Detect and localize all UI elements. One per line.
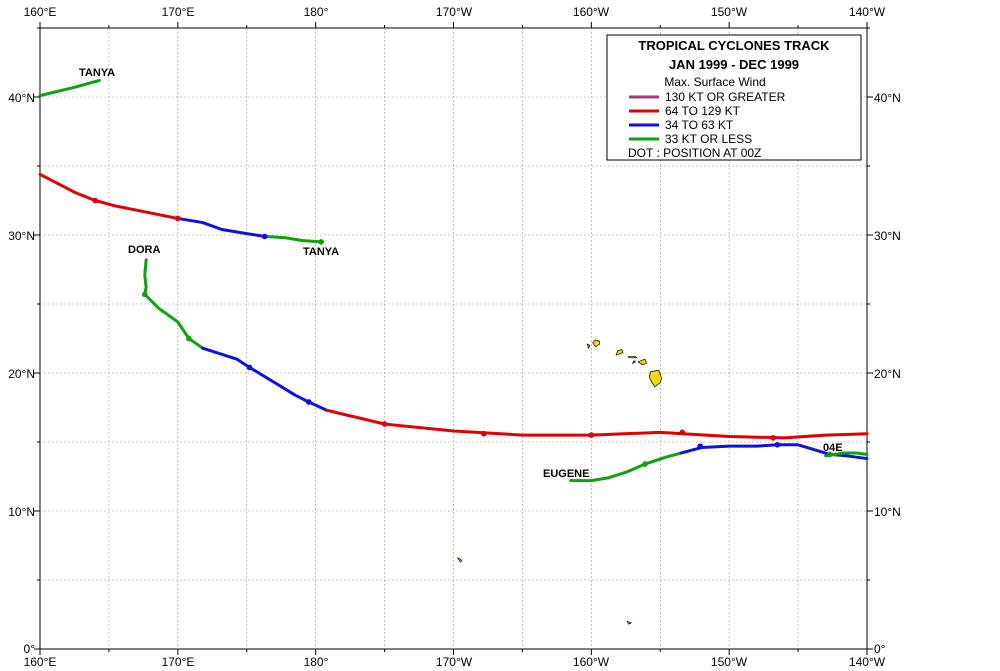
track-segment-tanya [263, 234, 323, 244]
track-dot-dora [305, 399, 312, 405]
track-dot-tanya [175, 215, 181, 222]
storm-label-dora: DORA [128, 244, 160, 256]
right-tick-label: 10°N [874, 505, 901, 519]
island-maui [637, 358, 647, 366]
track-segment-dora [325, 408, 869, 440]
top-tick-label: 180° [304, 5, 329, 19]
top-tick-label: 170°E [162, 5, 195, 19]
bottom-tick-label: 160°W [573, 655, 610, 669]
top-tick-label: 160°W [573, 5, 610, 19]
track-dot-dora [770, 435, 777, 441]
track-dot-tanya [261, 233, 268, 240]
islands-layer [456, 339, 662, 625]
island-kauai [592, 339, 600, 348]
track-segment-04e [824, 451, 869, 458]
track-dot-dora [679, 429, 686, 436]
legend-title-line2: JAN 1999 - DEC 1999 [669, 57, 799, 72]
left-tick-label: 0° [24, 642, 36, 656]
top-tick-label: 170°W [436, 5, 473, 19]
top-tick-label: 140°W [849, 5, 886, 19]
bottom-tick-label: 170°E [162, 655, 195, 669]
track-segment-dora [143, 258, 205, 350]
grid-lines [40, 28, 867, 649]
island-lanai [631, 359, 637, 365]
bottom-tick-label: 140°W [849, 655, 886, 669]
legend-subtitle: Max. Surface Wind [664, 75, 765, 89]
left-tick-label: 10°N [8, 505, 35, 519]
left-tick-label: 20°N [8, 367, 35, 381]
track-dot-dora [141, 291, 148, 298]
track-dot-dora [481, 430, 487, 437]
storm-label-04e: 04E [823, 442, 843, 454]
track-dot-04e [826, 451, 833, 458]
bottom-tick-label: 170°W [436, 655, 473, 669]
track-segment-tanya [38, 78, 101, 98]
island-molokai [628, 356, 638, 359]
top-tick-label: 150°W [711, 5, 748, 19]
legend-title-line1: TROPICAL CYCLONES TRACK [638, 38, 830, 53]
track-dot-eugene [642, 461, 648, 467]
tracks-layer [38, 78, 869, 483]
legend-label-34kt: 34 TO 63 KT [665, 118, 734, 132]
track-segment-tanya [176, 216, 267, 238]
right-tick-label: 0° [874, 642, 886, 656]
island-johnston [456, 557, 463, 563]
right-tick-label: 40°N [874, 91, 901, 105]
track-dot-dora [381, 421, 388, 427]
island-niihau [586, 343, 591, 350]
left-tick-label: 30°N [8, 229, 35, 243]
bottom-tick-label: 160°E [24, 655, 57, 669]
track-dot-eugene [697, 443, 704, 449]
island-palmyra [626, 620, 633, 625]
tick-marks [34, 22, 873, 655]
track-dot-dora [186, 335, 192, 342]
track-dot-eugene [774, 441, 781, 448]
bottom-tick-label: 150°W [711, 655, 748, 669]
track-dot-tanya [318, 239, 324, 245]
track-dot-dora [588, 432, 595, 438]
right-tick-label: 20°N [874, 367, 901, 381]
track-segment-tanya [38, 172, 180, 220]
island-oahu [615, 349, 624, 356]
track-dot-dora [246, 364, 253, 371]
legend: TROPICAL CYCLONES TRACK JAN 1999 - DEC 1… [606, 34, 862, 161]
legend-label-33kt: 33 KT OR LESS [665, 132, 752, 146]
right-tick-label: 30°N [874, 229, 901, 243]
bottom-tick-label: 180° [304, 655, 329, 669]
track-segment-eugene [569, 451, 683, 483]
island-hawaii [648, 369, 662, 388]
storm-label-eugene: EUGENE [543, 468, 589, 480]
left-tick-label: 40°N [8, 91, 35, 105]
legend-dot-note: DOT : POSITION AT 00Z [628, 146, 761, 160]
legend-label-130kt: 130 KT OR GREATER [665, 90, 786, 104]
legend-label-64kt: 64 TO 129 KT [665, 104, 741, 118]
track-dot-tanya [92, 197, 98, 204]
storm-label-tanya-north: TANYA [79, 67, 115, 79]
top-tick-label: 160°E [24, 5, 57, 19]
storm-label-tanya-south: TANYA [303, 246, 339, 258]
